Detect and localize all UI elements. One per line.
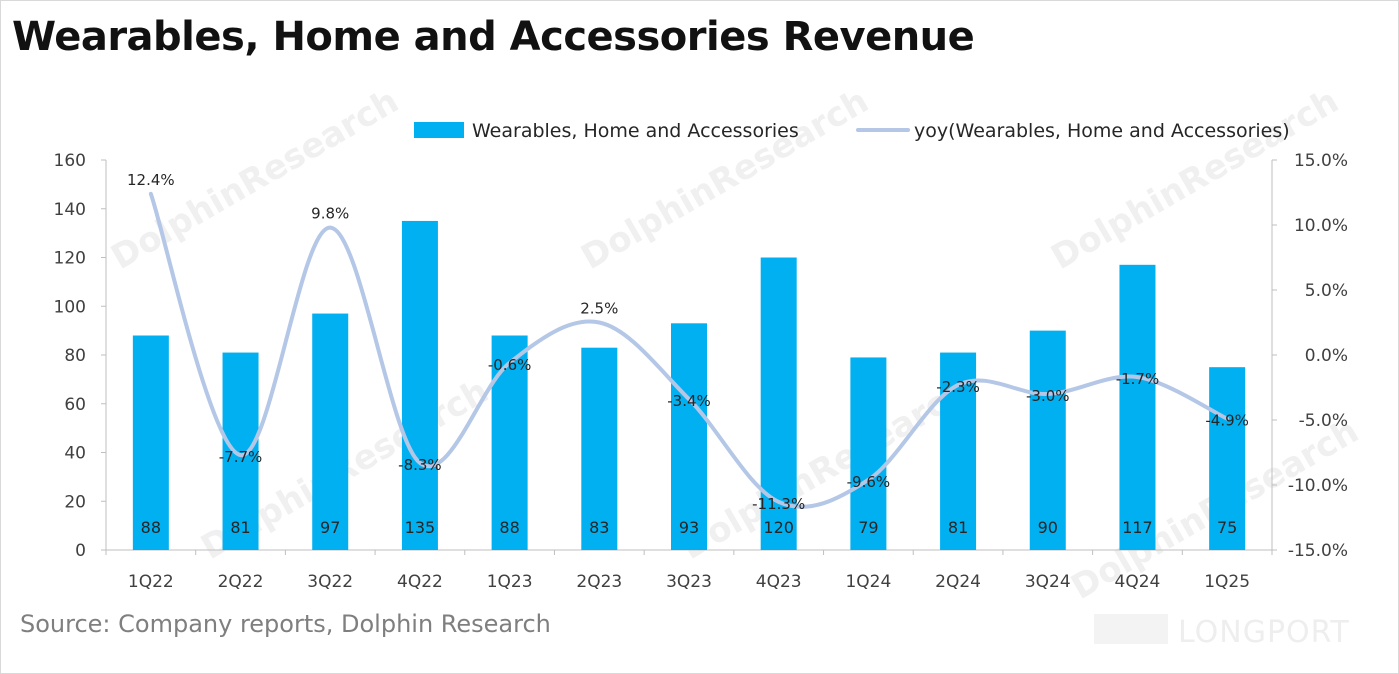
legend: Wearables, Home and Accessories yoy(Weara… — [414, 120, 1290, 142]
yoy-line-series — [148, 191, 1230, 509]
x-tick-label: 4Q22 — [397, 572, 443, 592]
left-tick-label: 140 — [54, 200, 86, 220]
x-tick-label: 3Q23 — [666, 572, 712, 592]
bar — [581, 347, 618, 550]
yoy-value-label: 2.5% — [580, 300, 618, 318]
x-tick-label: 1Q24 — [845, 572, 891, 592]
left-tick-label: 160 — [54, 151, 86, 171]
left-tick-label: 80 — [64, 346, 86, 366]
yoy-value-label: -4.9% — [1205, 412, 1249, 430]
bar — [671, 323, 707, 550]
bar-value-label: 120 — [763, 518, 794, 537]
bar-value-label: 88 — [499, 518, 519, 537]
right-tick-label: -15.0% — [1288, 541, 1348, 561]
chart-title: Wearables, Home and Accessories Revenue — [12, 14, 975, 60]
bar-value-label: 90 — [1038, 518, 1058, 537]
x-tick-label: 2Q23 — [576, 572, 622, 592]
left-tick-label: 40 — [64, 444, 86, 464]
yoy-value-label: -3.4% — [667, 392, 711, 410]
bar — [132, 335, 169, 550]
bar-series — [132, 220, 1246, 550]
left-tick-label: 100 — [54, 297, 86, 317]
bar-value-label: 88 — [141, 518, 161, 537]
right-tick-label: -10.0% — [1288, 476, 1348, 496]
yoy-line — [148, 191, 1230, 509]
bar-value-label: 117 — [1122, 518, 1153, 537]
x-tick-label: 4Q23 — [756, 572, 802, 592]
legend-line-label: yoy(Wearables, Home and Accessories) — [914, 120, 1290, 142]
yoy-value-label: 9.8% — [311, 205, 349, 223]
bar-value-label: 135 — [405, 518, 436, 537]
bar-value-label: 93 — [679, 518, 699, 537]
yoy-value-label: -9.6% — [847, 473, 891, 491]
left-tick-label: 20 — [64, 492, 86, 512]
yoy-value-label: -7.7% — [219, 448, 263, 466]
watermark-logo-icon — [1094, 614, 1168, 644]
bar — [1119, 264, 1156, 550]
bar — [312, 313, 349, 550]
right-tick-label: 5.0% — [1305, 281, 1348, 301]
watermark-brand-2: DolphinResearch — [1045, 81, 1346, 278]
bar-value-label: 97 — [320, 518, 340, 537]
right-tick-label: 0.0% — [1305, 346, 1348, 366]
watermark-logo: LONGPORT — [1178, 615, 1350, 650]
yoy-value-label: -2.3% — [936, 378, 980, 396]
right-tick-label: 10.0% — [1294, 216, 1348, 236]
yoy-value-label: 12.4% — [127, 171, 175, 189]
x-tick-label: 3Q24 — [1025, 572, 1071, 592]
bar — [491, 335, 528, 550]
bar — [1029, 330, 1066, 550]
source-note: Source: Company reports, Dolphin Researc… — [20, 610, 551, 638]
x-tick-label: 1Q25 — [1204, 572, 1250, 592]
x-tick-label: 1Q22 — [128, 572, 174, 592]
right-tick-label: -5.0% — [1299, 411, 1348, 431]
x-tick-label: 1Q23 — [487, 572, 533, 592]
x-tick-label: 3Q22 — [307, 572, 353, 592]
bar-value-label: 81 — [230, 518, 250, 537]
x-tick-label: 2Q24 — [935, 572, 981, 592]
right-tick-label: 15.0% — [1294, 151, 1348, 171]
watermark-brand-4: DolphinResearch — [675, 371, 976, 568]
bar-value-label: 83 — [589, 518, 609, 537]
yoy-value-label: -1.7% — [1116, 370, 1160, 388]
bar-value-label: 81 — [948, 518, 968, 537]
bar — [1209, 367, 1246, 550]
bar — [401, 220, 438, 550]
left-tick-label: 120 — [54, 249, 86, 269]
left-tick-label: 0 — [75, 541, 86, 561]
bar — [850, 357, 887, 550]
left-tick-label: 60 — [64, 395, 86, 415]
yoy-value-label: -11.3% — [752, 495, 805, 513]
yoy-value-label: -8.3% — [398, 456, 442, 474]
bar — [222, 352, 259, 550]
yoy-value-label: -3.0% — [1026, 387, 1070, 405]
x-tick-label: 2Q22 — [218, 572, 264, 592]
yoy-value-label: -0.6% — [488, 356, 532, 374]
legend-bar-label: Wearables, Home and Accessories — [472, 120, 799, 142]
bar-value-label: 79 — [858, 518, 878, 537]
legend-bar-swatch — [414, 122, 464, 138]
x-tick-label: 4Q24 — [1115, 572, 1161, 592]
watermark-layer: DolphinResearch DolphinResearch DolphinRes… — [105, 81, 1366, 650]
bar-value-label: 75 — [1217, 518, 1237, 537]
watermark-brand-1: DolphinResearch — [575, 81, 876, 278]
data-labels: 88 81 97 135 88 83 93 120 79 81 90 117 75 12.4% -7.7% 9… — [127, 171, 1249, 537]
